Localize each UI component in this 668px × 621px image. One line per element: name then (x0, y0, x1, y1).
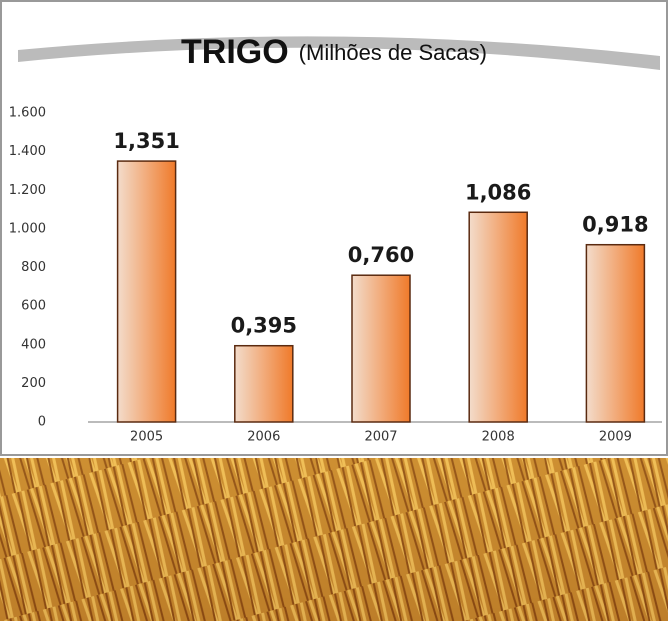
x-tick-label: 2006 (247, 430, 280, 445)
bar (116, 160, 177, 423)
y-tick-label: 0 (38, 415, 46, 430)
bar (585, 243, 646, 423)
y-tick-label: 1.000 (9, 221, 46, 236)
value-label: 1,086 (465, 180, 531, 204)
chart-title: TRIGO (181, 33, 289, 71)
wheat-texture (0, 458, 668, 621)
y-tick-label: 800 (21, 260, 46, 275)
y-tick-label: 600 (21, 299, 46, 314)
value-label: 1,351 (113, 129, 179, 153)
bar (351, 274, 411, 423)
bar (468, 211, 528, 423)
y-tick-label: 200 (21, 376, 46, 391)
value-label: 0,760 (348, 243, 414, 267)
y-tick-label: 1.400 (9, 144, 46, 159)
value-label: 0,395 (231, 314, 297, 338)
x-tick-label: 2009 (599, 430, 632, 445)
bar (234, 344, 294, 423)
value-label: 0,918 (582, 213, 648, 237)
x-tick-label: 2005 (130, 430, 163, 445)
x-tick-label: 2007 (364, 430, 397, 445)
y-tick-label: 1.200 (9, 183, 46, 198)
chart-title-group: TRIGO (Milhões de Sacas) (181, 33, 487, 71)
y-tick-label: 1.600 (9, 106, 46, 121)
y-tick-label: 400 (21, 337, 46, 352)
x-tick-label: 2008 (482, 430, 515, 445)
chart-subtitle: (Milhões de Sacas) (299, 40, 487, 65)
chart-frame (0, 0, 668, 456)
title-swoosh (18, 36, 660, 70)
